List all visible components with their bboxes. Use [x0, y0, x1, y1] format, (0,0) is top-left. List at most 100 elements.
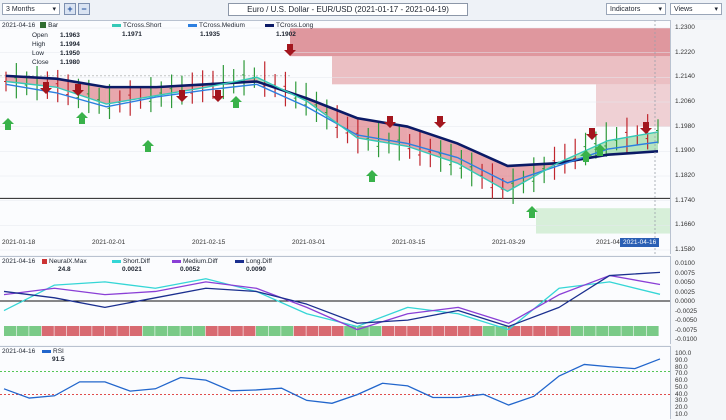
period-select[interactable]: 3 Months ▾ [2, 3, 60, 15]
views-dropdown[interactable]: Views ▾ [670, 3, 722, 15]
buy-arrow-icon [594, 144, 606, 156]
legend-tcross-short: TCross.Short [112, 22, 161, 29]
price-y-tick-label: 1.2220 [675, 48, 695, 56]
neuralx-bar [180, 326, 193, 336]
tcross-line-long [5, 74, 659, 168]
price-y-tick-label: 1.1740 [675, 196, 695, 204]
price-y-tick-label: 1.1820 [675, 172, 695, 179]
buy-arrow-icon [526, 206, 538, 218]
neuralx-bar [558, 326, 571, 336]
neuralx-bar [306, 326, 319, 336]
buy-arrow-icon [2, 118, 14, 130]
short-swatch-icon [112, 23, 121, 27]
medium-swatch-icon [188, 23, 197, 27]
neuralx-bar [243, 326, 256, 336]
price-y-tick-label: 1.1580 [675, 246, 695, 253]
indicators-label: Indicators [610, 6, 641, 13]
rsi-legend-date: 2021-04-16 [2, 348, 36, 355]
neuralx-bar [369, 326, 382, 336]
neuralx-bar [545, 326, 558, 336]
price-y-tick-label: 1.2300 [675, 24, 695, 31]
neuralx-bar [16, 326, 29, 336]
rsi-swatch-icon [42, 349, 51, 353]
neuralx-bar [608, 326, 621, 336]
neuralx-bar [495, 326, 508, 336]
osc-y-tick-label: 0.0000 [675, 298, 695, 305]
x-tick-label: 2021-03-15 [392, 239, 426, 246]
neuralx-bar [92, 326, 105, 336]
close-value: 1.1980 [60, 59, 80, 66]
legend-medium-name: TCross.Medium [199, 22, 245, 29]
neuralx-bar [319, 326, 331, 336]
legend-medium-value: 1.1935 [200, 31, 220, 38]
osc-y-tick-label: 0.0075 [675, 269, 695, 277]
medium-diff-value: 0.0052 [180, 266, 200, 273]
zoom-in-button[interactable]: + [64, 3, 76, 15]
tcross-line-medium [5, 83, 659, 184]
price-y-tick-label: 1.1900 [675, 147, 695, 155]
zoom-out-button[interactable]: − [78, 3, 90, 15]
neuralx-bar [293, 326, 306, 336]
bar-swatch-icon [40, 22, 47, 29]
legend-long-name: TCross.Long [276, 22, 314, 29]
neuralx-bar [142, 326, 155, 336]
price-chart[interactable] [0, 20, 670, 254]
rsi-chart[interactable] [0, 346, 670, 419]
neuralx-bar [621, 326, 634, 336]
neuralx-bar [419, 326, 432, 336]
osc-y-tick-label: 0.0100 [675, 260, 695, 267]
neuralx-bar [356, 326, 369, 336]
rsi-y-tick-label: 20.0 [675, 404, 688, 412]
neuralx-bar [167, 326, 180, 336]
neuralx-bar [205, 326, 218, 336]
legend-short-name: TCross.Short [123, 22, 162, 29]
indicators-dropdown[interactable]: Indicators ▾ [606, 3, 666, 15]
osc-line-long-diff [3, 271, 661, 328]
rsi-y-tick-label: 50.0 [675, 383, 688, 391]
legend-tcross-medium: TCross.Medium [188, 22, 245, 29]
osc-y-tick-label: -0.0025 [675, 307, 698, 315]
toolbar: 3 Months ▾ + − Euro / U.S. Dollar - EUR/U… [0, 0, 726, 21]
tcross-line-short [5, 76, 659, 193]
neuralx-bar [218, 326, 231, 336]
rsi-panel[interactable] [0, 346, 670, 420]
x-tick-label: 2021-02-01 [92, 239, 126, 246]
rsi-y-tick-label: 40.0 [675, 390, 688, 398]
buy-arrow-icon [580, 150, 592, 162]
neuralx-bar [344, 326, 357, 336]
buy-arrow-icon [142, 140, 154, 152]
rsi-y-tick-label: 70.0 [675, 370, 688, 378]
medium-diff-name: Medium.Diff [183, 258, 218, 265]
neuralx-name: NeuralX.Max [49, 258, 87, 265]
legend-long-value: 1.1902 [276, 31, 296, 38]
neuralx-bar [117, 326, 130, 336]
neuralx-value: 24.8 [58, 266, 71, 273]
x-tick-label: 2021-02-15 [192, 239, 226, 246]
neuralx-bar [583, 326, 596, 336]
views-label: Views [674, 6, 693, 13]
neuralx-bar [382, 326, 394, 336]
rsi-y-tick-label: 90.0 [675, 356, 688, 364]
legend-neuralx: NeuralX.Max [42, 258, 87, 265]
rsi-y-tick-label: 60.0 [675, 377, 688, 385]
oscillator-chart[interactable] [0, 256, 670, 344]
x-tick-label: 2021-04-1 [596, 239, 626, 246]
short-diff-swatch-icon [112, 259, 121, 263]
x-tick-label: 2021-01-18 [2, 239, 36, 246]
x-tick-label: 2021-03-01 [292, 239, 326, 246]
osc-y-tick-label: -0.0075 [675, 326, 698, 334]
rsi-name: RSI [53, 348, 64, 355]
neuralx-bar [445, 326, 457, 336]
medium-diff-swatch-icon [172, 259, 181, 263]
low-label: Low [32, 50, 44, 57]
neuralx-bar [533, 326, 546, 336]
price-legend: 2021-04-16 Bar [2, 22, 58, 29]
neuralx-bar [79, 326, 92, 336]
osc-y-tick-label: 0.0050 [675, 279, 695, 286]
sell-arrow-icon [72, 84, 84, 96]
price-y-tick-label: 1.2140 [675, 73, 695, 81]
price-y-tick-label: 1.1660 [675, 221, 695, 229]
open-value: 1.1963 [60, 32, 80, 39]
neuralx-bar [130, 326, 142, 336]
sell-arrow-icon [284, 44, 296, 56]
